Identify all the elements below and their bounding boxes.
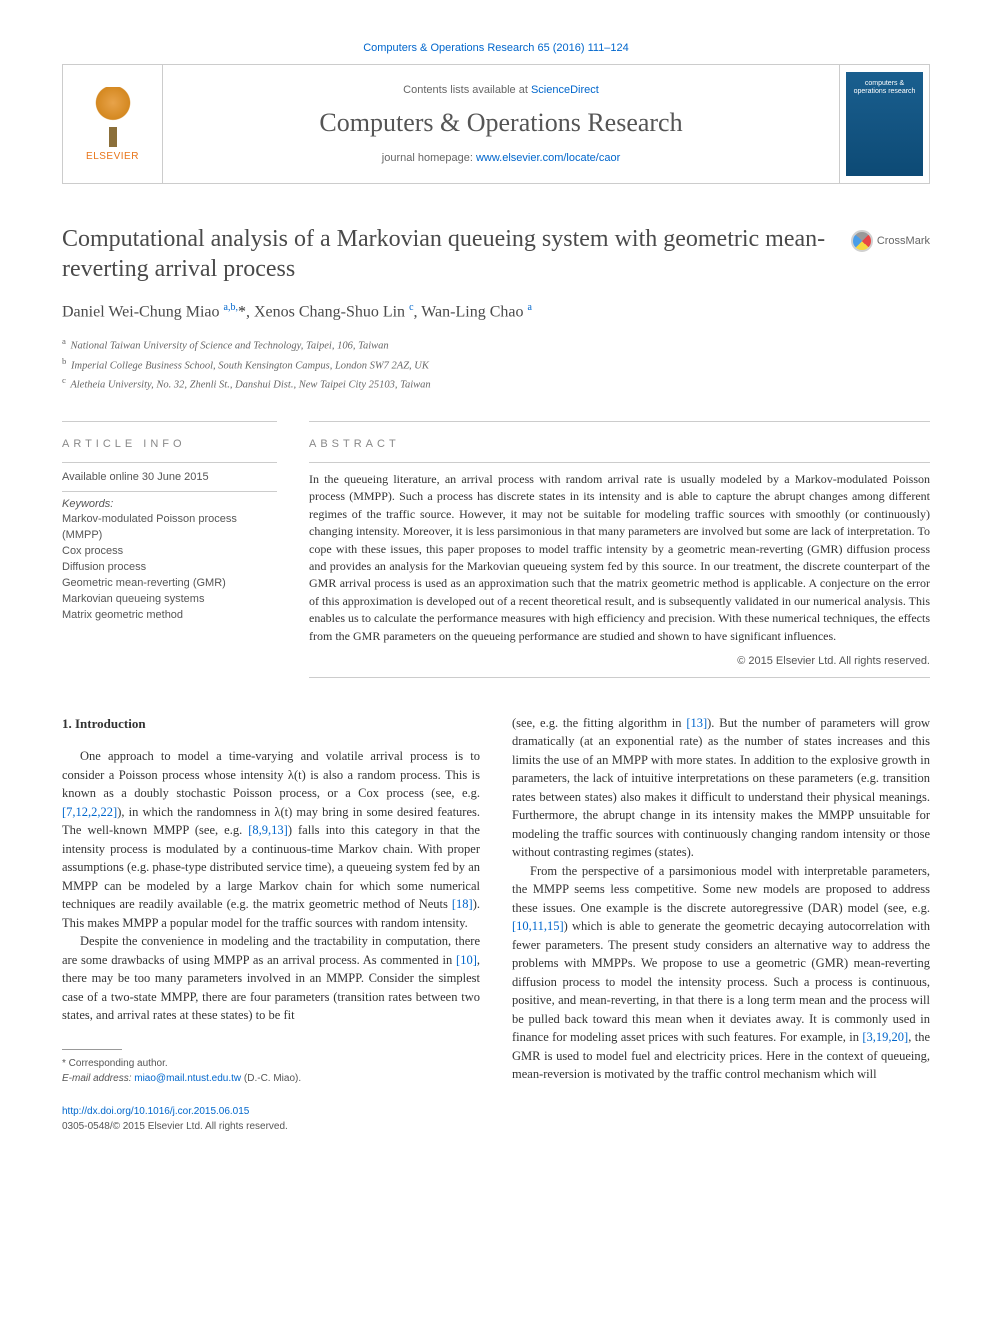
footnote-divider xyxy=(62,1049,122,1050)
issn-copyright: 0305-0548/© 2015 Elsevier Ltd. All right… xyxy=(62,1119,480,1134)
contents-prefix: Contents lists available at xyxy=(403,84,531,96)
intro-paragraph-1: One approach to model a time-varying and… xyxy=(62,747,480,932)
homepage-prefix: journal homepage: xyxy=(382,152,476,164)
journal-header-box: ELSEVIER Contents lists available at Sci… xyxy=(62,64,930,184)
body-two-column: 1. Introduction One approach to model a … xyxy=(62,714,930,1134)
homepage-line: journal homepage: www.elsevier.com/locat… xyxy=(382,152,620,164)
corresponding-author-note: * Corresponding author. xyxy=(62,1056,480,1071)
available-online: Available online 30 June 2015 xyxy=(62,463,277,491)
author-email-link[interactable]: miao@mail.ntust.edu.tw xyxy=(134,1073,241,1084)
ref-link[interactable]: [7,12,2,22] xyxy=(62,805,117,819)
ref-link[interactable]: [10] xyxy=(456,953,477,967)
article-info-column: ARTICLE INFO Available online 30 June 20… xyxy=(62,421,277,678)
keyword-item: Geometric mean-reverting (GMR) xyxy=(62,576,277,592)
elsevier-logo: ELSEVIER xyxy=(63,65,163,183)
ref-link[interactable]: [13] xyxy=(686,716,707,730)
email-line: E-mail address: miao@mail.ntust.edu.tw (… xyxy=(62,1071,480,1086)
cover-title: computers & operations research xyxy=(850,80,919,97)
ref-link[interactable]: [8,9,13] xyxy=(248,823,288,837)
keyword-item: Markov-modulated Poisson process (MMPP) xyxy=(62,512,277,544)
cover-thumbnail: computers & operations research xyxy=(846,72,923,176)
doi-link[interactable]: http://dx.doi.org/10.1016/j.cor.2015.06.… xyxy=(62,1106,249,1117)
section-1-heading: 1. Introduction xyxy=(62,714,480,733)
article-info-heading: ARTICLE INFO xyxy=(62,422,277,462)
abstract-heading: ABSTRACT xyxy=(309,422,930,462)
intro-paragraph-2: Despite the convenience in modeling and … xyxy=(62,932,480,1025)
ref-link[interactable]: [18] xyxy=(452,897,473,911)
abstract-column: ABSTRACT In the queueing literature, an … xyxy=(309,421,930,678)
body-column-right: (see, e.g. the fitting algorithm in [13]… xyxy=(512,714,930,1134)
crossmark-icon xyxy=(846,225,877,256)
keyword-item: Diffusion process xyxy=(62,560,277,576)
keyword-item: Cox process xyxy=(62,544,277,560)
crossmark-label: CrossMark xyxy=(877,235,930,247)
journal-name: Computers & Operations Research xyxy=(319,108,682,138)
abstract-text: In the queueing literature, an arrival p… xyxy=(309,463,930,645)
keyword-item: Markovian queueing systems xyxy=(62,592,277,608)
ref-link[interactable]: [10,11,15] xyxy=(512,919,564,933)
elsevier-tree-icon xyxy=(83,87,143,147)
contents-line: Contents lists available at ScienceDirec… xyxy=(403,84,599,96)
elsevier-label: ELSEVIER xyxy=(86,151,139,162)
article-title: Computational analysis of a Markovian qu… xyxy=(62,224,831,284)
body-column-left: 1. Introduction One approach to model a … xyxy=(62,714,480,1134)
affiliation-line: a National Taiwan University of Science … xyxy=(62,335,930,354)
intro-paragraph-2-cont: (see, e.g. the fitting algorithm in [13]… xyxy=(512,714,930,862)
authors-line: Daniel Wei-Chung Miao a,b,*, Xenos Chang… xyxy=(62,302,930,321)
crossmark-badge[interactable]: CrossMark xyxy=(851,230,930,252)
abstract-copyright: © 2015 Elsevier Ltd. All rights reserved… xyxy=(309,655,930,667)
journal-cover: computers & operations research xyxy=(839,65,929,183)
sciencedirect-link[interactable]: ScienceDirect xyxy=(531,84,599,96)
header-center: Contents lists available at ScienceDirec… xyxy=(163,65,839,183)
keywords-list: Markov-modulated Poisson process (MMPP)C… xyxy=(62,512,277,624)
affiliation-line: b Imperial College Business School, Sout… xyxy=(62,355,930,374)
citation-header: Computers & Operations Research 65 (2016… xyxy=(62,42,930,54)
keywords-label: Keywords: xyxy=(62,498,277,510)
footnotes: * Corresponding author. E-mail address: … xyxy=(62,1056,480,1086)
affiliation-line: c Aletheia University, No. 32, Zhenli St… xyxy=(62,374,930,393)
ref-link[interactable]: [3,19,20] xyxy=(862,1030,908,1044)
affiliations: a National Taiwan University of Science … xyxy=(62,335,930,393)
homepage-link[interactable]: www.elsevier.com/locate/caor xyxy=(476,152,620,164)
intro-paragraph-3: From the perspective of a parsimonious m… xyxy=(512,862,930,1084)
bottom-meta: http://dx.doi.org/10.1016/j.cor.2015.06.… xyxy=(62,1104,480,1134)
keyword-item: Matrix geometric method xyxy=(62,608,277,624)
